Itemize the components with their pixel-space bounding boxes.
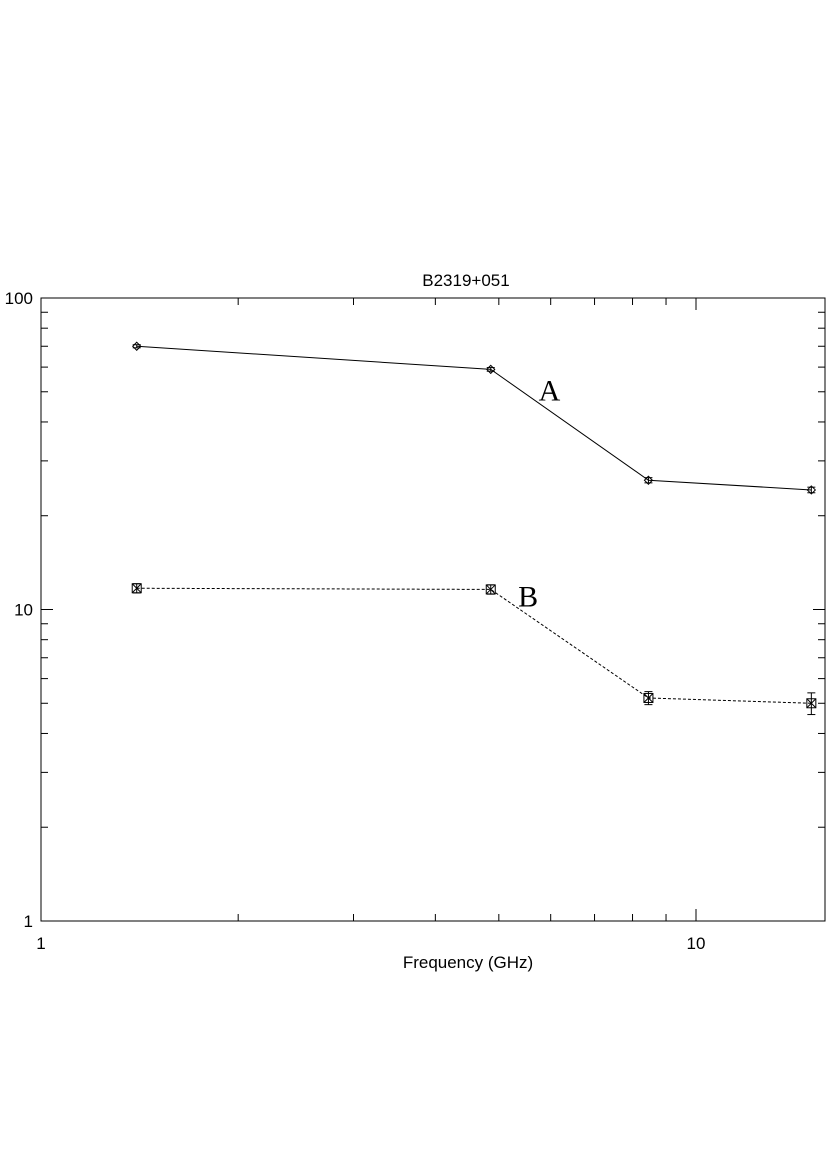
x-tick-label: 1 [36,934,45,953]
chart-title: B2319+051 [422,271,509,290]
data-point [806,698,817,709]
series-line [136,345,812,491]
series-A [132,341,817,495]
data-point [486,364,496,375]
series-B [131,583,817,716]
y-tick-label: 100 [5,289,33,308]
x-axis-label: Frequency (GHz) [403,953,533,972]
data-point [132,341,142,351]
y-tick-label: 1 [24,912,33,931]
data-point-cross [131,583,142,594]
plot-frame [40,297,826,922]
data-point [485,584,496,595]
axis-ticks: 1 10 1 10 100 [5,289,825,953]
data-point [131,583,142,594]
data-point-cross [485,584,496,595]
data-point [806,485,817,495]
data-point-cross [806,698,817,709]
series-layer: AB [131,341,817,716]
x-tick-label: 10 [687,934,706,953]
series-label-A: A [539,374,561,407]
series-label-B: B [518,580,538,613]
data-point [643,692,654,703]
y-tick-label: 10 [14,601,33,620]
data-point-cross [643,693,654,703]
series-line [136,587,812,704]
data-point [643,475,654,485]
